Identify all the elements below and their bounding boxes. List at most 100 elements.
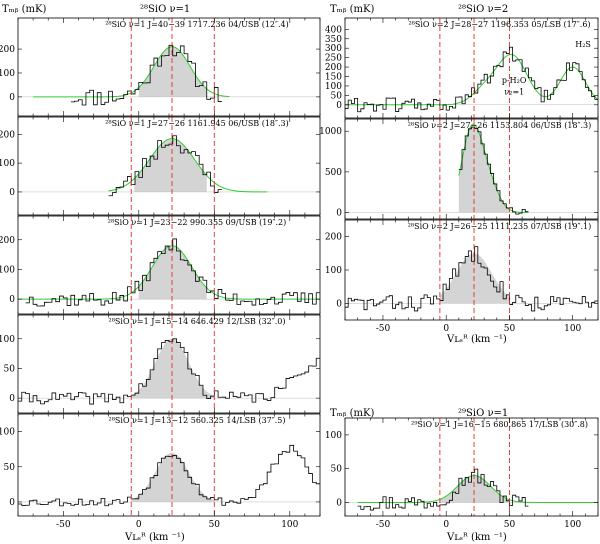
panel-R3: -50 0 50 100 0 100 200 ²⁸SiO ν=2 J=26−25 1111.2… xyxy=(325,219,599,334)
shaded-region xyxy=(131,452,215,502)
y-tick-label: 150 xyxy=(325,72,342,82)
y-tick-label: 100 xyxy=(325,266,342,276)
x-tick-label: 100 xyxy=(564,520,581,530)
panel-frame xyxy=(344,17,599,119)
x-tick-label: 0 xyxy=(136,520,142,530)
panel-plot-area xyxy=(345,220,598,320)
panel-L5: -50 0 50 100 0 50 100 ²⁸SiO ν=1 J=13−12 560.325… xyxy=(0,413,321,530)
x-tick-label: -50 xyxy=(376,520,391,530)
panel-label: ²⁸SiO ν=2 J=26−25 1111.235 07/USB (19″.1… xyxy=(408,222,592,231)
spectrum-line xyxy=(458,126,529,215)
panel-plot-area xyxy=(345,418,598,516)
right-upper-xaxis-label: Vʟₛᴿ (km ⁻¹) xyxy=(446,334,507,345)
right-lower-ylabel: Tₘᵦ (mK) xyxy=(330,408,374,419)
y-tick-label: 0 xyxy=(9,188,15,198)
spectrum-line xyxy=(345,46,598,113)
y-tick-label: 1000 xyxy=(319,127,342,137)
right-column-title: ²⁸SiO ν=2 xyxy=(458,4,508,15)
panel-L1: 0 100 200 ²⁸SiO ν=1 J=40−39 1717.236 04/USB… xyxy=(0,17,321,117)
left-xaxis-label: Vʟₛᴿ (km ⁻¹) xyxy=(124,532,185,543)
panel-label: ²⁸SiO ν=2 J=28−27 1196.353 05/LSB (17″.6… xyxy=(408,20,590,29)
panel-plot-area xyxy=(18,18,320,116)
panel-plot-area xyxy=(345,119,598,219)
y-tick-label: 50 xyxy=(331,91,343,101)
right-lower-xaxis-label: Vʟₛᴿ (km ⁻¹) xyxy=(446,532,507,543)
y-tick-label: 100 xyxy=(0,159,15,169)
y-tick-label: 0 xyxy=(9,498,15,508)
x-tick-label: 100 xyxy=(564,324,581,334)
panel-label: ²⁸SiO ν=1 J=23−22 990.355 09/USB (19″.2) xyxy=(108,218,286,227)
x-tick-label: 100 xyxy=(281,520,298,530)
y-tick-label: 100 xyxy=(0,265,15,275)
spectrum-line xyxy=(345,246,598,312)
y-tick-label: 50 xyxy=(4,463,16,473)
y-tick-label: 0 xyxy=(9,394,15,404)
spectrum-line xyxy=(108,135,222,197)
shaded-region xyxy=(439,475,510,503)
line-annotation: ν₂=1 xyxy=(504,87,524,96)
panel-L3: 0 100 200 ²⁸SiO ν=1 J=23−22 990.355 09/USB … xyxy=(0,215,321,315)
y-tick-label: 400 xyxy=(325,25,342,35)
panel-label: ²⁸SiO ν=1 J=40−39 1717.236 04/USB (12″.4… xyxy=(105,20,289,29)
spectrum-line xyxy=(357,468,529,511)
spectrum-line xyxy=(70,44,222,106)
x-tick-label: -50 xyxy=(376,324,391,334)
panel-L4: 0 50 100 ²⁸SiO ν=1 J=15−14 646.429 12/LSB (… xyxy=(0,314,321,414)
panel-plot-area xyxy=(18,315,320,413)
y-tick-label: 100 xyxy=(0,69,15,79)
panel-plot-area xyxy=(345,18,598,118)
y-tick-label: 200 xyxy=(0,236,15,246)
x-tick-label: 0 xyxy=(443,520,449,530)
y-tick-label: 500 xyxy=(325,168,342,178)
y-tick-label: 100 xyxy=(325,82,342,92)
y-tick-label: 0 xyxy=(336,208,342,218)
line-annotation: p-H₂O xyxy=(502,76,527,85)
spectrum-line xyxy=(25,238,320,307)
shaded-region xyxy=(138,46,207,97)
shaded-region xyxy=(131,338,215,399)
panel-label: ²⁸SiO ν=1 J=13−12 560.325 14/LSB (37″.5) xyxy=(108,416,285,425)
y-tick-label: 0 xyxy=(336,498,342,508)
y-tick-label: 200 xyxy=(325,63,342,73)
y-tick-label: 250 xyxy=(325,54,342,64)
y-tick-label: 0 xyxy=(9,93,15,103)
y-tick-label: 200 xyxy=(0,130,15,140)
y-tick-label: 100 xyxy=(325,431,342,441)
spectrum-line xyxy=(18,444,320,507)
y-tick-label: 100 xyxy=(0,428,15,438)
panel-plot-area xyxy=(18,216,320,314)
y-tick-label: 200 xyxy=(0,45,15,55)
y-tick-label: 50 xyxy=(4,364,16,374)
line-annotation: H₂S xyxy=(575,40,591,49)
panel-R2: 0 500 1000 ²⁸SiO ν=2 J=27−26 1153.804 06/US… xyxy=(319,118,599,220)
spectrum-line xyxy=(18,338,320,405)
y-tick-label: 50 xyxy=(331,465,343,475)
panel-label: ²⁸SiO ν=1 J=27−26 1161.945 06/USB (18″.3… xyxy=(105,119,289,128)
x-tick-label: 50 xyxy=(504,324,516,334)
y-tick-label: 0 xyxy=(336,101,342,111)
panel-plot-area xyxy=(18,117,320,215)
panel-label: ²⁸SiO ν=1 J=15−14 646.429 12/LSB (32″.0) xyxy=(108,317,285,326)
y-tick-label: 350 xyxy=(325,35,342,45)
x-tick-label: -50 xyxy=(56,520,71,530)
panel-label: ²⁸SiO ν=2 J=27−26 1153.804 06/USB (18″.3… xyxy=(408,121,592,130)
shaded-region xyxy=(138,245,207,300)
x-tick-label: 0 xyxy=(443,324,449,334)
left-ylabel: Tₘᵦ (mK) xyxy=(2,4,46,15)
y-tick-label: 300 xyxy=(325,44,342,54)
left-column-title: ²⁸SiO ν=1 xyxy=(140,4,190,15)
y-tick-label: 0 xyxy=(336,299,342,309)
panel-L2: 0 100 200 ²⁸SiO ν=1 J=27−26 1161.945 06/USB… xyxy=(0,116,321,216)
panel-label: ²⁹SiO ν=1 J=16−15 680.865 17/LSB (30″.8) xyxy=(411,420,588,429)
x-tick-label: 50 xyxy=(504,520,516,530)
right-ylabel: Tₘᵦ (mK) xyxy=(330,4,374,15)
shaded-region xyxy=(439,253,510,304)
panel-plot-area xyxy=(18,414,320,516)
panel-R4: -50 0 50 100 0 50 100 ²⁹SiO ν=1 J=16−15 680.865… xyxy=(325,417,599,530)
y-tick-label: 0 xyxy=(9,295,15,305)
y-tick-label: 100 xyxy=(0,335,15,345)
right-lower-title: ²⁹SiO ν=1 xyxy=(458,408,508,419)
y-tick-label: 200 xyxy=(325,233,342,243)
